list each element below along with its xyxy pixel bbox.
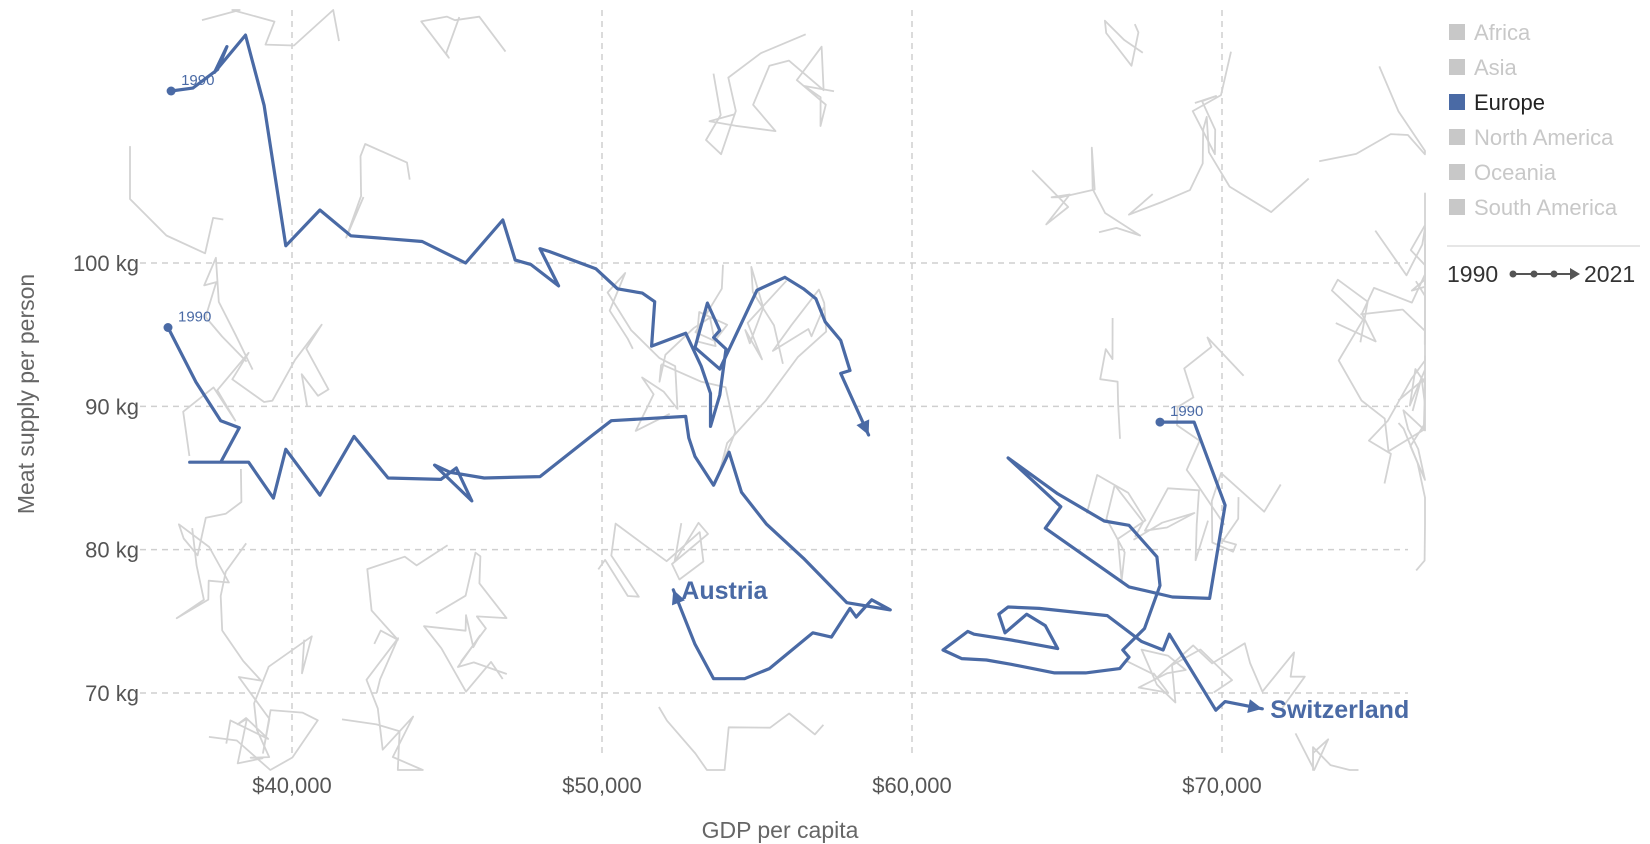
background-country-line xyxy=(744,266,788,365)
series-start-label: 1990 xyxy=(1170,403,1203,420)
background-country-line xyxy=(705,33,807,156)
legend-item-label: Africa xyxy=(1474,20,1531,45)
background-country-line xyxy=(182,323,330,457)
series-start-point xyxy=(166,86,176,96)
highlighted-series: 1990 Austria 1990 Switzerland 1990 xyxy=(163,33,1409,724)
background-country-line xyxy=(420,15,507,59)
time-arrow-dot-mid-1 xyxy=(1530,270,1538,278)
background-country-line xyxy=(708,45,835,132)
background-country-line xyxy=(1125,648,1233,704)
background-country-line xyxy=(597,521,709,598)
background-country-line xyxy=(435,551,508,663)
time-arrow-dot-start xyxy=(1509,270,1517,278)
background-country-line xyxy=(1397,422,1426,571)
series-end-arrow xyxy=(1247,699,1263,713)
background-country-line xyxy=(175,468,243,620)
time-start-label: 1990 xyxy=(1447,261,1498,287)
background-country-line xyxy=(1210,472,1282,553)
legend-swatch xyxy=(1449,129,1465,145)
background-country-line xyxy=(1154,642,1306,710)
time-arrow-dot-mid-2 xyxy=(1550,270,1558,278)
y-axis-ticks: 70 kg 80 kg 90 kg 100 kg xyxy=(73,251,139,706)
background-country-line xyxy=(1104,19,1144,67)
background-country-line xyxy=(345,143,411,239)
series-end-label: Switzerland xyxy=(1270,696,1409,724)
background-country-line xyxy=(1031,146,1141,237)
y-axis-label: Meat supply per person xyxy=(13,274,39,514)
background-country-line xyxy=(1331,278,1426,453)
x-tick-label: $50,000 xyxy=(562,773,642,798)
legend-item-label: South America xyxy=(1474,195,1618,220)
background-country-line xyxy=(1128,116,1310,216)
series-start-point xyxy=(1155,417,1165,427)
x-tick-label: $40,000 xyxy=(252,773,332,798)
background-country-line xyxy=(129,145,224,255)
time-range-legend: 1990 2021 xyxy=(1447,261,1635,287)
background-country-line xyxy=(1099,317,1121,439)
time-arrow-head xyxy=(1570,268,1580,280)
gridlines xyxy=(140,10,1408,755)
background-series xyxy=(129,9,1426,771)
x-tick-label: $60,000 xyxy=(872,773,952,798)
background-country-line xyxy=(1397,376,1426,481)
background-country-line xyxy=(423,614,508,693)
legend-swatch xyxy=(1449,94,1465,110)
series-start-label: 1990 xyxy=(181,72,214,89)
series-line-switzerland xyxy=(941,420,1264,712)
y-tick-label: 70 kg xyxy=(85,681,139,706)
background-country-line xyxy=(1176,336,1245,526)
background-country-line xyxy=(1360,280,1426,346)
series-line-austria xyxy=(166,325,892,681)
background-country-line xyxy=(1319,66,1426,163)
background-country-line xyxy=(606,272,679,432)
background-country-line xyxy=(203,256,254,370)
y-tick-label: 100 kg xyxy=(73,251,139,276)
legend-swatch xyxy=(1449,24,1465,40)
background-country-line xyxy=(1294,732,1359,771)
y-tick-label: 90 kg xyxy=(85,394,139,419)
legend-item-label: Asia xyxy=(1474,55,1518,80)
series-start-label: 1990 xyxy=(178,309,211,326)
series-end-arrow xyxy=(856,419,870,435)
legend-swatch xyxy=(1449,59,1465,75)
x-tick-label: $70,000 xyxy=(1182,773,1262,798)
background-country-line xyxy=(341,637,424,771)
legend-item-label: Europe xyxy=(1474,90,1545,115)
x-axis-label: GDP per capita xyxy=(702,817,859,843)
legend: Africa Asia Europe North America Oceania Sout… xyxy=(1447,20,1640,247)
background-country-line xyxy=(201,9,340,47)
legend-swatch xyxy=(1449,164,1465,180)
background-country-line xyxy=(208,542,319,771)
x-axis-ticks: $40,000 $50,000 $60,000 $70,000 xyxy=(252,773,1262,798)
series-start-point xyxy=(163,323,173,332)
series-line-europe-2 xyxy=(169,33,871,437)
background-country-line xyxy=(1133,487,1209,562)
background-country-line xyxy=(366,544,449,645)
legend-item-label: North America xyxy=(1474,125,1614,150)
background-country-line xyxy=(1335,192,1426,343)
legend-swatch xyxy=(1449,199,1465,215)
legend-item-label: Oceania xyxy=(1474,160,1557,185)
background-country-line xyxy=(658,706,825,771)
background-country-line xyxy=(660,288,828,470)
series-end-arrow xyxy=(671,589,685,606)
series-end-label: Austria xyxy=(681,577,768,605)
y-tick-label: 80 kg xyxy=(85,538,139,563)
background-country-line xyxy=(1191,51,1232,156)
time-end-label: 2021 xyxy=(1584,261,1635,287)
